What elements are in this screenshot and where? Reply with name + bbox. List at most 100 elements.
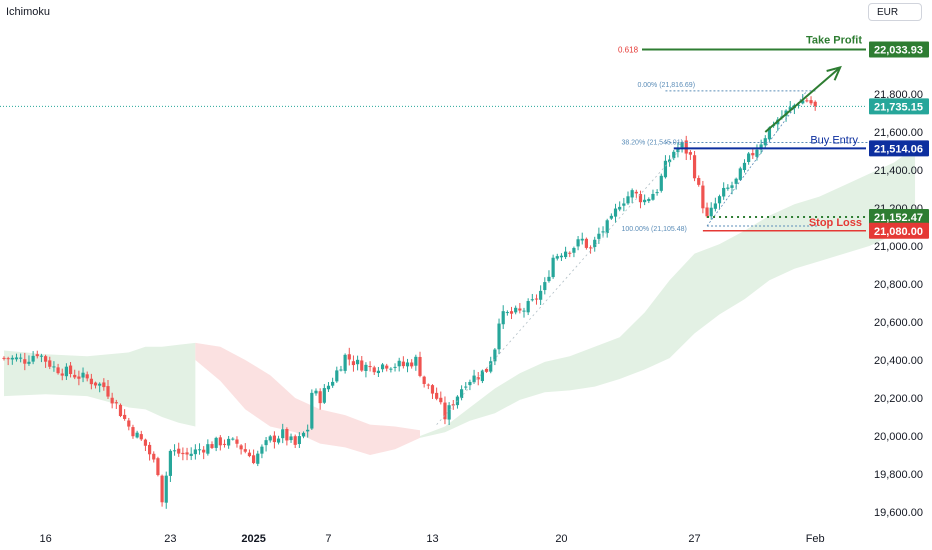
- candle-up: [206, 444, 210, 454]
- candle-down: [73, 374, 77, 378]
- candle-down: [809, 100, 813, 104]
- fib-label-0618: 0.618: [618, 46, 639, 55]
- candle-down: [222, 443, 227, 445]
- candle-up: [256, 453, 260, 464]
- candle-up: [468, 381, 472, 386]
- candle-up: [547, 276, 551, 282]
- candle-up: [306, 429, 310, 432]
- buy-entry-label: Buy Entry: [810, 134, 858, 146]
- candle-up: [397, 360, 401, 367]
- candle-up: [597, 233, 601, 239]
- x-axis-tick-label: 27: [688, 533, 700, 545]
- stop-tag-price-tag: 21,152.47: [874, 212, 923, 224]
- candle-down: [697, 178, 701, 185]
- candle-down: [239, 445, 243, 450]
- candle-up: [559, 255, 564, 258]
- candle-up: [501, 311, 505, 325]
- candle-up: [630, 190, 634, 198]
- candle-up: [505, 312, 509, 314]
- candle-up: [622, 203, 626, 206]
- take-profit-price-tag-bg: [869, 41, 929, 58]
- candle-up: [214, 437, 218, 448]
- candle-up: [10, 357, 14, 360]
- candle-up: [64, 366, 68, 377]
- x-axis-tick-label: 7: [325, 533, 331, 545]
- candle-up: [414, 356, 418, 366]
- candle-up: [709, 207, 713, 217]
- candle-down: [127, 420, 131, 427]
- candle-up: [801, 100, 805, 104]
- candle-up: [717, 196, 722, 204]
- candle-up: [380, 364, 385, 370]
- candle-up: [364, 364, 368, 371]
- candle-up: [593, 239, 597, 247]
- candle-down: [48, 360, 52, 367]
- candle-down: [368, 366, 372, 368]
- candle-up: [672, 151, 676, 159]
- candle-up: [713, 203, 717, 209]
- candle-up: [472, 375, 476, 383]
- candle-down: [185, 452, 189, 455]
- candle-up: [564, 251, 568, 258]
- candle-up: [659, 175, 663, 191]
- last-price-tag-bg: [869, 98, 929, 115]
- candle-down: [177, 448, 181, 454]
- candle-up: [276, 438, 281, 443]
- candle-down: [509, 311, 514, 314]
- candle-up: [193, 449, 197, 455]
- candle-down: [422, 376, 426, 384]
- candle-down: [518, 308, 522, 311]
- candle-down: [110, 397, 114, 404]
- buy-entry-price-tag: 21,514.06: [874, 143, 923, 155]
- candle-up: [543, 282, 547, 291]
- candle-down: [418, 356, 422, 376]
- candle-up: [514, 307, 518, 313]
- candle-down: [152, 453, 156, 460]
- candle-down: [93, 382, 98, 386]
- candle-down: [6, 358, 10, 360]
- candle-down: [89, 378, 93, 385]
- x-axis-tick-label: 13: [426, 533, 438, 545]
- candle-up: [796, 104, 801, 106]
- candle-up: [576, 239, 580, 247]
- candle-up: [297, 436, 301, 445]
- candle-down: [148, 444, 152, 455]
- candle-down: [123, 414, 127, 419]
- candle-down: [160, 475, 164, 503]
- stop-loss-label: Stop Loss: [809, 217, 862, 229]
- candle-down: [705, 207, 709, 217]
- candle-down: [443, 402, 447, 420]
- candle-down: [56, 367, 60, 374]
- candle-up: [493, 349, 497, 362]
- candle-up: [526, 301, 530, 313]
- candle-down: [247, 452, 252, 457]
- y-axis-tick-label: 20,600.00: [874, 317, 923, 329]
- candle-up: [268, 436, 272, 441]
- candle-down: [410, 362, 414, 367]
- candle-up: [52, 366, 56, 368]
- candle-up: [197, 449, 202, 451]
- candle-up: [339, 369, 343, 371]
- candle-up: [643, 199, 647, 203]
- candle-up: [39, 355, 44, 357]
- candle-down: [139, 434, 143, 440]
- candle-down: [484, 368, 489, 372]
- candle-down: [701, 185, 705, 209]
- candle-down: [218, 437, 222, 446]
- candle-up: [227, 438, 231, 446]
- candle-up: [609, 215, 613, 219]
- indicator-name[interactable]: Ichimoku: [6, 6, 51, 18]
- candle-up: [647, 198, 651, 202]
- candle-up: [231, 438, 235, 440]
- fib-trend-line: [706, 90, 808, 227]
- fib-label-100: 100.00% (21,105.48): [621, 226, 686, 233]
- candle-up: [726, 187, 730, 189]
- trade-arrow-line: [764, 66, 841, 133]
- candle-down: [451, 404, 455, 406]
- candle-up: [655, 192, 659, 194]
- candle-down: [813, 101, 817, 107]
- currency-selector[interactable]: EUR: [868, 3, 922, 21]
- stop-tag-price-tag-bg: [869, 209, 929, 226]
- candle-down: [156, 458, 160, 476]
